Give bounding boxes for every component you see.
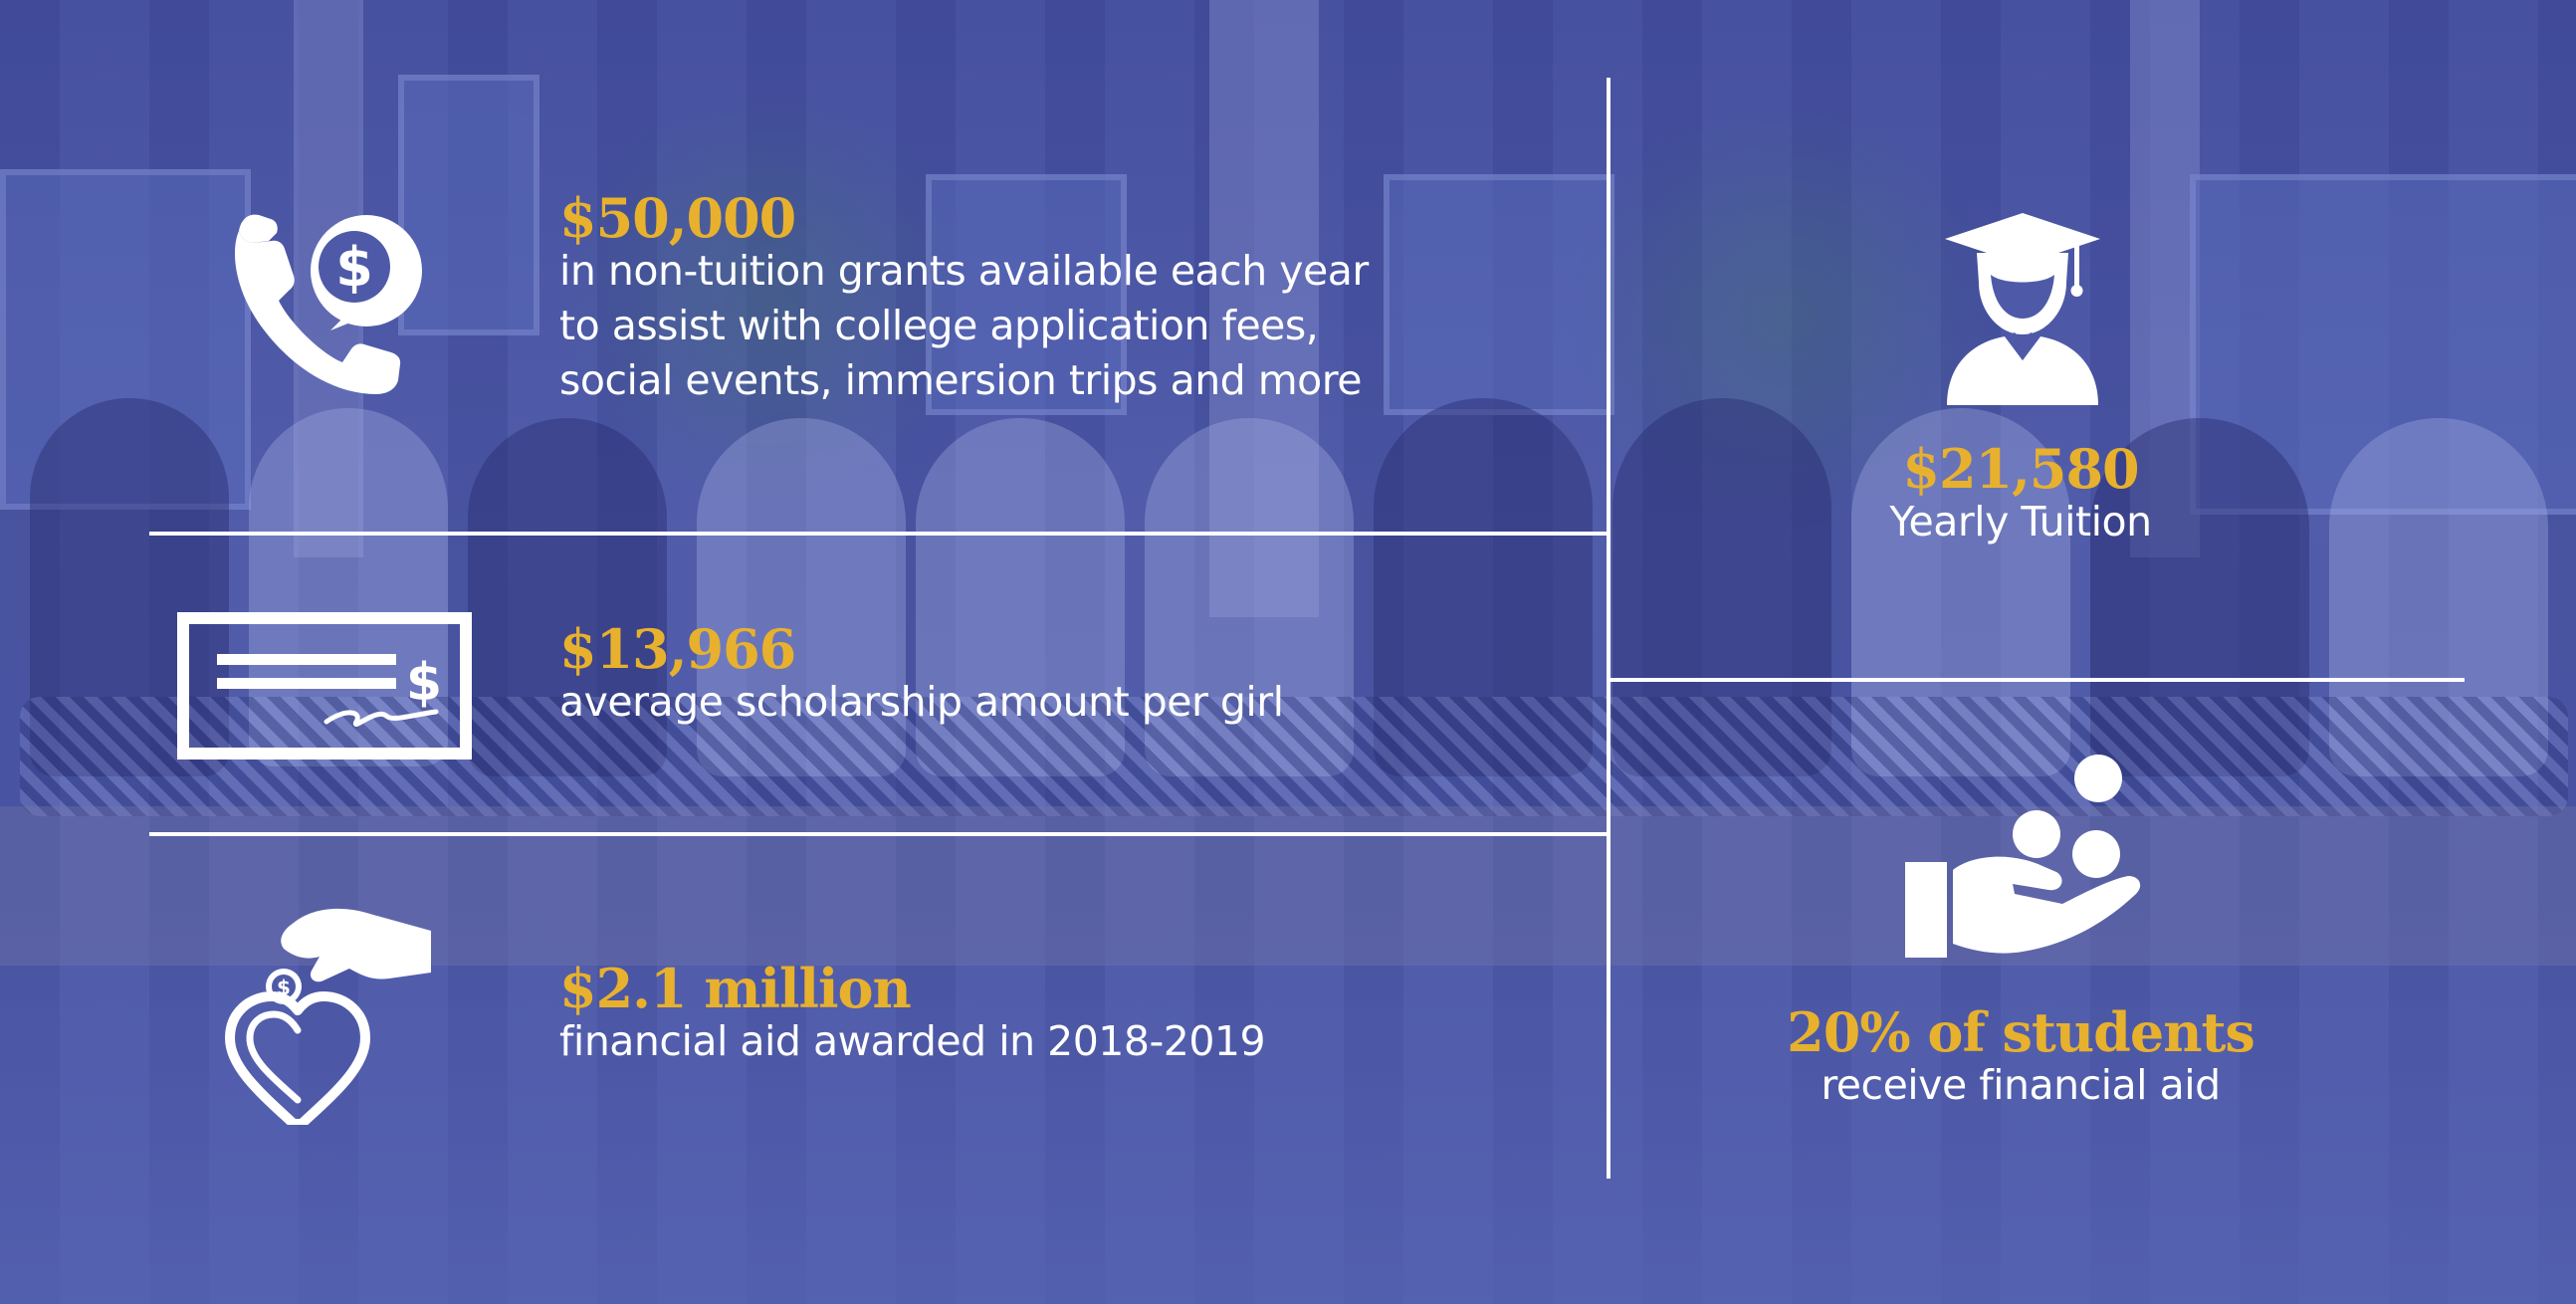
background-person [1612,398,1831,776]
stat-amount: $2.1 million [559,957,912,1020]
stat-description-line: financial aid awarded in 2018-2019 [559,1017,1266,1066]
background-person [2090,418,2309,776]
background-window [0,169,251,510]
background-person [697,418,906,776]
hand-coins-icon [1903,755,2142,959]
background-person [1145,418,1354,776]
stat-tuition: $21,580 Yearly Tuition [1710,437,2331,549]
background-person [1851,408,2070,776]
stat-students-aid: 20% of students receive financial aid [1710,1000,2331,1113]
background-window [1384,174,1614,415]
background-person [468,418,667,776]
stat-description: average scholarship amount per girl [559,675,1515,730]
background-pillar [1209,0,1319,617]
horizontal-divider [149,832,1609,836]
check-icon: $ [177,612,472,760]
svg-text:$: $ [406,653,442,713]
horizontal-divider [149,532,1609,536]
stat-financial-aid-total: $2.1 million financial aid awarded in 20… [559,957,1515,1069]
svg-text:$: $ [335,236,373,299]
stat-scholarship: $13,966 average scholarship amount per g… [559,617,1515,730]
horizontal-divider [1610,678,2465,682]
vertical-divider [1607,78,1610,1179]
background-person [2329,418,2548,776]
stat-description-line: receive financial aid [1821,1061,2221,1110]
phone-dollar-icon: $ [227,209,426,398]
stat-description: receive financial aid [1710,1058,2331,1113]
background-poster [398,75,539,335]
stat-description-line: to assist with college application fees, [559,302,1319,350]
stat-description-line: in non-tuition grants available each yea… [559,247,1369,296]
background-person [30,398,229,776]
background-person [249,408,448,766]
stat-description: Yearly Tuition [1710,495,2331,549]
background-window [926,174,1127,415]
background-person [916,418,1125,776]
background-window [2190,174,2576,515]
stat-description: financial aid awarded in 2018-2019 [559,1014,1515,1069]
stat-amount: $13,966 [559,617,796,681]
heart-coin-icon: $ [224,901,438,1129]
stat-description-line: average scholarship amount per girl [559,678,1284,727]
stat-description: in non-tuition grants available each yea… [559,244,1515,408]
stat-amount: $50,000 [559,186,796,250]
background-tree [557,90,975,508]
graduate-icon [1943,211,2102,405]
background-pillar [2130,0,2200,557]
stat-description-line: social events, immersion trips and more [559,356,1362,405]
stat-grants: $50,000 in non-tuition grants available … [559,186,1515,408]
stat-amount: 20% of students [1787,1000,2255,1064]
background-person [1374,398,1593,776]
stat-description-line: Yearly Tuition [1889,498,2152,546]
background-tree [1553,109,2011,528]
stat-amount: $21,580 [1902,437,2139,501]
